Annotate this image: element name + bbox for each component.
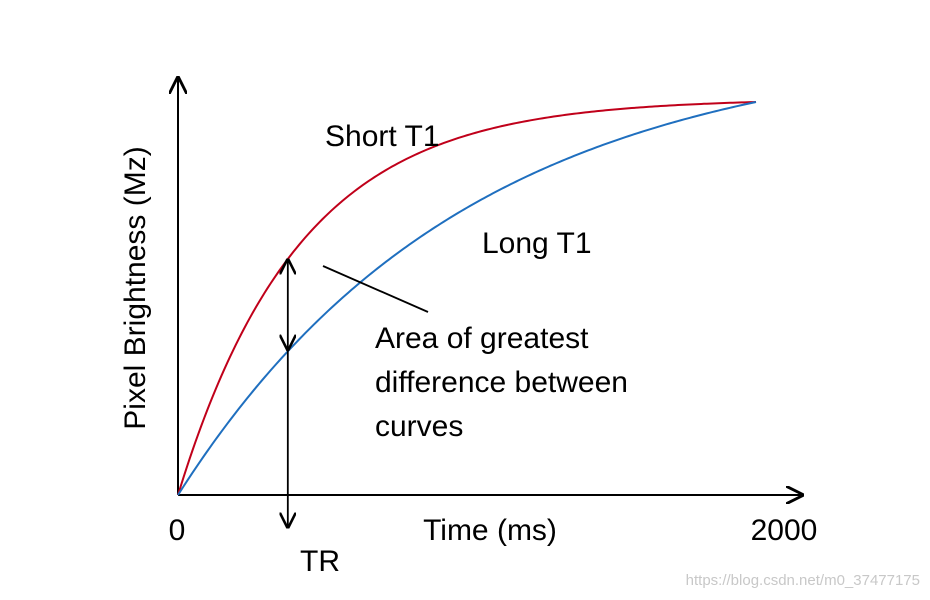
tr-label: TR — [300, 545, 340, 578]
short-t1-curve — [177, 101, 757, 496]
annotation-line-2: difference between — [375, 366, 628, 399]
x-tick-label-0: 0 — [169, 514, 186, 547]
y-axis-label: Pixel Brightness (Mz) — [119, 146, 152, 429]
x-axis-label: Time (ms) — [423, 514, 557, 547]
annotation-line-1: Area of greatest — [375, 322, 589, 355]
long-t1-label: Long T1 — [482, 227, 592, 260]
annotation-leader-line — [322, 265, 429, 313]
short-t1-label: Short T1 — [325, 120, 440, 153]
annotation-line-3: curves — [375, 410, 463, 443]
long-t1-curve — [177, 101, 757, 496]
watermark: https://blog.csdn.net/m0_37477175 — [686, 572, 920, 589]
x-tick-label-2000: 2000 — [751, 514, 818, 547]
